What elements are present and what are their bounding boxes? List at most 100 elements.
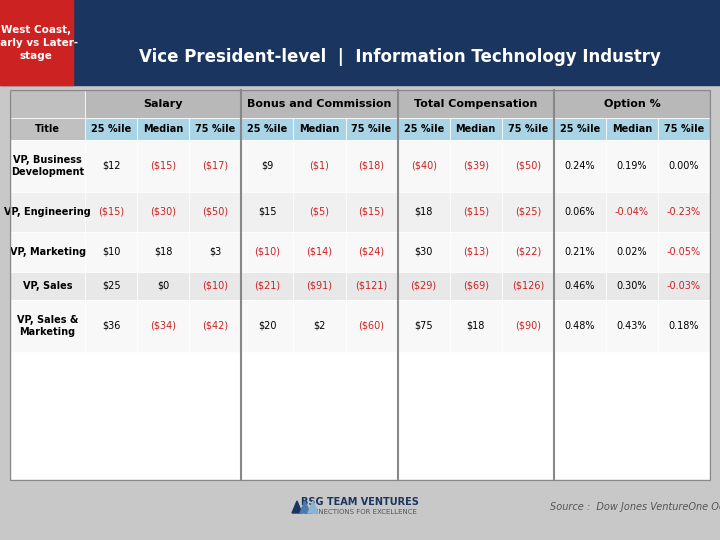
Bar [85, 118, 138, 140]
Bar [554, 232, 606, 272]
Bar [397, 118, 450, 140]
Text: -0.05%: -0.05% [667, 247, 701, 257]
Bar [85, 192, 138, 232]
Text: $25: $25 [102, 281, 120, 291]
Text: ($15): ($15) [359, 207, 384, 217]
Bar [346, 272, 397, 300]
Bar [658, 140, 710, 192]
Text: 0.30%: 0.30% [616, 281, 647, 291]
Bar [397, 140, 450, 192]
Text: ($1): ($1) [310, 161, 330, 171]
Text: $75: $75 [414, 321, 433, 331]
Text: ($14): ($14) [307, 247, 333, 257]
Text: $18: $18 [154, 247, 173, 257]
Text: VP, Marketing: VP, Marketing [9, 247, 86, 257]
Text: $18: $18 [467, 321, 485, 331]
Text: $10: $10 [102, 247, 120, 257]
Bar [85, 232, 138, 272]
Text: VP, Business
Development: VP, Business Development [11, 155, 84, 177]
Bar [85, 300, 138, 352]
Bar [658, 192, 710, 232]
Bar [138, 192, 189, 232]
Text: ($24): ($24) [359, 247, 384, 257]
Text: $0: $0 [157, 281, 169, 291]
Bar [502, 232, 554, 272]
Bar [138, 140, 189, 192]
Text: Total Compensation: Total Compensation [414, 99, 537, 109]
Bar [10, 192, 85, 232]
Text: 0.46%: 0.46% [564, 281, 595, 291]
Bar [10, 90, 710, 480]
Polygon shape [308, 501, 318, 513]
Text: $2: $2 [313, 321, 325, 331]
Text: ($5): ($5) [310, 207, 330, 217]
Text: $30: $30 [415, 247, 433, 257]
Text: Salary: Salary [143, 99, 183, 109]
Bar [294, 192, 346, 232]
Text: Title: Title [35, 124, 60, 134]
Bar [294, 118, 346, 140]
Text: 25 %ile: 25 %ile [403, 124, 444, 134]
Bar [189, 118, 241, 140]
Bar [189, 300, 241, 352]
Bar [241, 300, 294, 352]
Bar [85, 272, 138, 300]
Text: ($21): ($21) [254, 281, 281, 291]
Text: ($121): ($121) [356, 281, 387, 291]
Bar [241, 118, 294, 140]
Bar [502, 140, 554, 192]
Text: West Coast,
Early vs Later-
stage: West Coast, Early vs Later- stage [0, 25, 78, 61]
Text: ($18): ($18) [359, 161, 384, 171]
Bar [346, 232, 397, 272]
Bar [658, 272, 710, 300]
Bar [10, 272, 85, 300]
Text: 0.21%: 0.21% [564, 247, 595, 257]
Text: 0.24%: 0.24% [564, 161, 595, 171]
Bar [138, 118, 189, 140]
Bar [294, 232, 346, 272]
Bar [85, 140, 138, 192]
Text: ($42): ($42) [202, 321, 228, 331]
Bar [397, 192, 450, 232]
Text: -0.03%: -0.03% [667, 281, 701, 291]
Text: ($34): ($34) [150, 321, 176, 331]
Text: 0.19%: 0.19% [616, 161, 647, 171]
Text: CONNECTIONS FOR EXCELLENCE: CONNECTIONS FOR EXCELLENCE [303, 509, 417, 515]
Bar [397, 90, 554, 118]
Bar [10, 140, 85, 192]
Bar [10, 232, 85, 272]
Bar [502, 272, 554, 300]
Bar [606, 140, 658, 192]
Bar [189, 272, 241, 300]
Text: 0.48%: 0.48% [564, 321, 595, 331]
Text: ($30): ($30) [150, 207, 176, 217]
Bar [294, 272, 346, 300]
Text: ($15): ($15) [150, 161, 176, 171]
Bar [241, 272, 294, 300]
Bar [241, 192, 294, 232]
Bar [0, 0, 720, 85]
Bar [502, 300, 554, 352]
Bar [606, 118, 658, 140]
Text: 0.06%: 0.06% [564, 207, 595, 217]
Bar [450, 300, 502, 352]
Text: ($13): ($13) [463, 247, 489, 257]
Text: ($126): ($126) [512, 281, 544, 291]
Text: 0.00%: 0.00% [669, 161, 699, 171]
Bar [554, 192, 606, 232]
Text: Median: Median [456, 124, 496, 134]
Bar [189, 192, 241, 232]
Bar [138, 300, 189, 352]
Text: ($60): ($60) [359, 321, 384, 331]
Text: 0.43%: 0.43% [616, 321, 647, 331]
Text: Source :  Dow Jones VentureOne Oct 2009: Source : Dow Jones VentureOne Oct 2009 [550, 502, 720, 512]
Bar [397, 300, 450, 352]
Bar [85, 90, 241, 118]
Bar [397, 232, 450, 272]
Bar [10, 90, 85, 118]
Bar [189, 232, 241, 272]
Bar [554, 272, 606, 300]
Text: 75 %ile: 75 %ile [664, 124, 704, 134]
Bar [658, 232, 710, 272]
Text: VP, Sales: VP, Sales [23, 281, 72, 291]
